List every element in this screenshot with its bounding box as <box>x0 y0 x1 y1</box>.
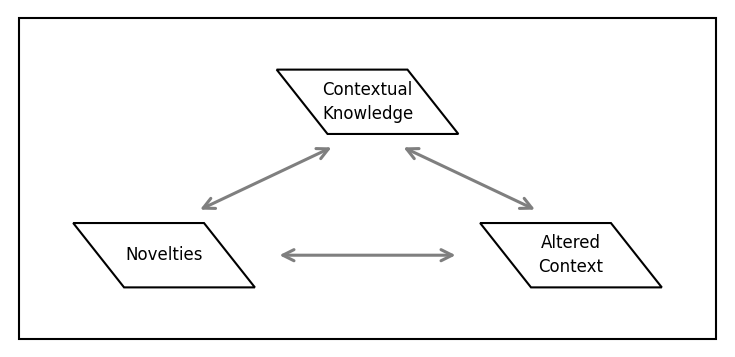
FancyBboxPatch shape <box>18 18 717 339</box>
Text: Contextual
Knowledge: Contextual Knowledge <box>322 81 413 122</box>
Polygon shape <box>74 223 255 287</box>
Text: Novelties: Novelties <box>125 246 203 264</box>
Polygon shape <box>480 223 662 287</box>
Polygon shape <box>276 70 459 134</box>
FancyArrowPatch shape <box>406 149 532 208</box>
FancyArrowPatch shape <box>283 250 452 261</box>
Text: Altered
Context: Altered Context <box>539 235 603 276</box>
FancyArrowPatch shape <box>203 149 329 208</box>
